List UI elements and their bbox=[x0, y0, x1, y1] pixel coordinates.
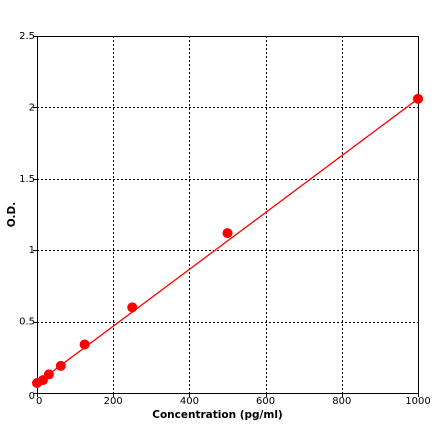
y-tick-label: 2.5 bbox=[19, 31, 35, 42]
labels: 0 200 400 600 800 1000 0 0.5 1 1.5 2 2.5 Concentrati… bbox=[6, 31, 431, 421]
x-axis-label: Concentration (pg/ml) bbox=[152, 409, 282, 421]
x-tick-label: 0 bbox=[36, 396, 42, 407]
x-tick-label: 600 bbox=[256, 396, 275, 407]
x-tick-label: 800 bbox=[332, 396, 351, 407]
data-point bbox=[43, 369, 54, 380]
data-point bbox=[222, 228, 233, 239]
y-tick-label: 2 bbox=[29, 102, 35, 113]
y-axis-label: O.D. bbox=[6, 202, 18, 227]
fit-line bbox=[36, 98, 419, 384]
y-tick-label: 1.5 bbox=[19, 174, 35, 185]
x-tick-label: 400 bbox=[180, 396, 199, 407]
axes bbox=[33, 36, 419, 397]
data-point bbox=[55, 360, 66, 371]
x-tick-label: 1000 bbox=[405, 396, 430, 407]
series bbox=[32, 93, 423, 389]
x-tick-label: 200 bbox=[104, 396, 123, 407]
y-tick-label: 0 bbox=[29, 391, 35, 402]
y-tick-label: 0.5 bbox=[19, 317, 35, 328]
y-tick-label: 1 bbox=[29, 245, 35, 256]
grid bbox=[37, 36, 418, 393]
data-point bbox=[79, 339, 90, 350]
plot-frame bbox=[37, 36, 419, 394]
data-point bbox=[127, 302, 138, 313]
data-point bbox=[413, 93, 423, 104]
